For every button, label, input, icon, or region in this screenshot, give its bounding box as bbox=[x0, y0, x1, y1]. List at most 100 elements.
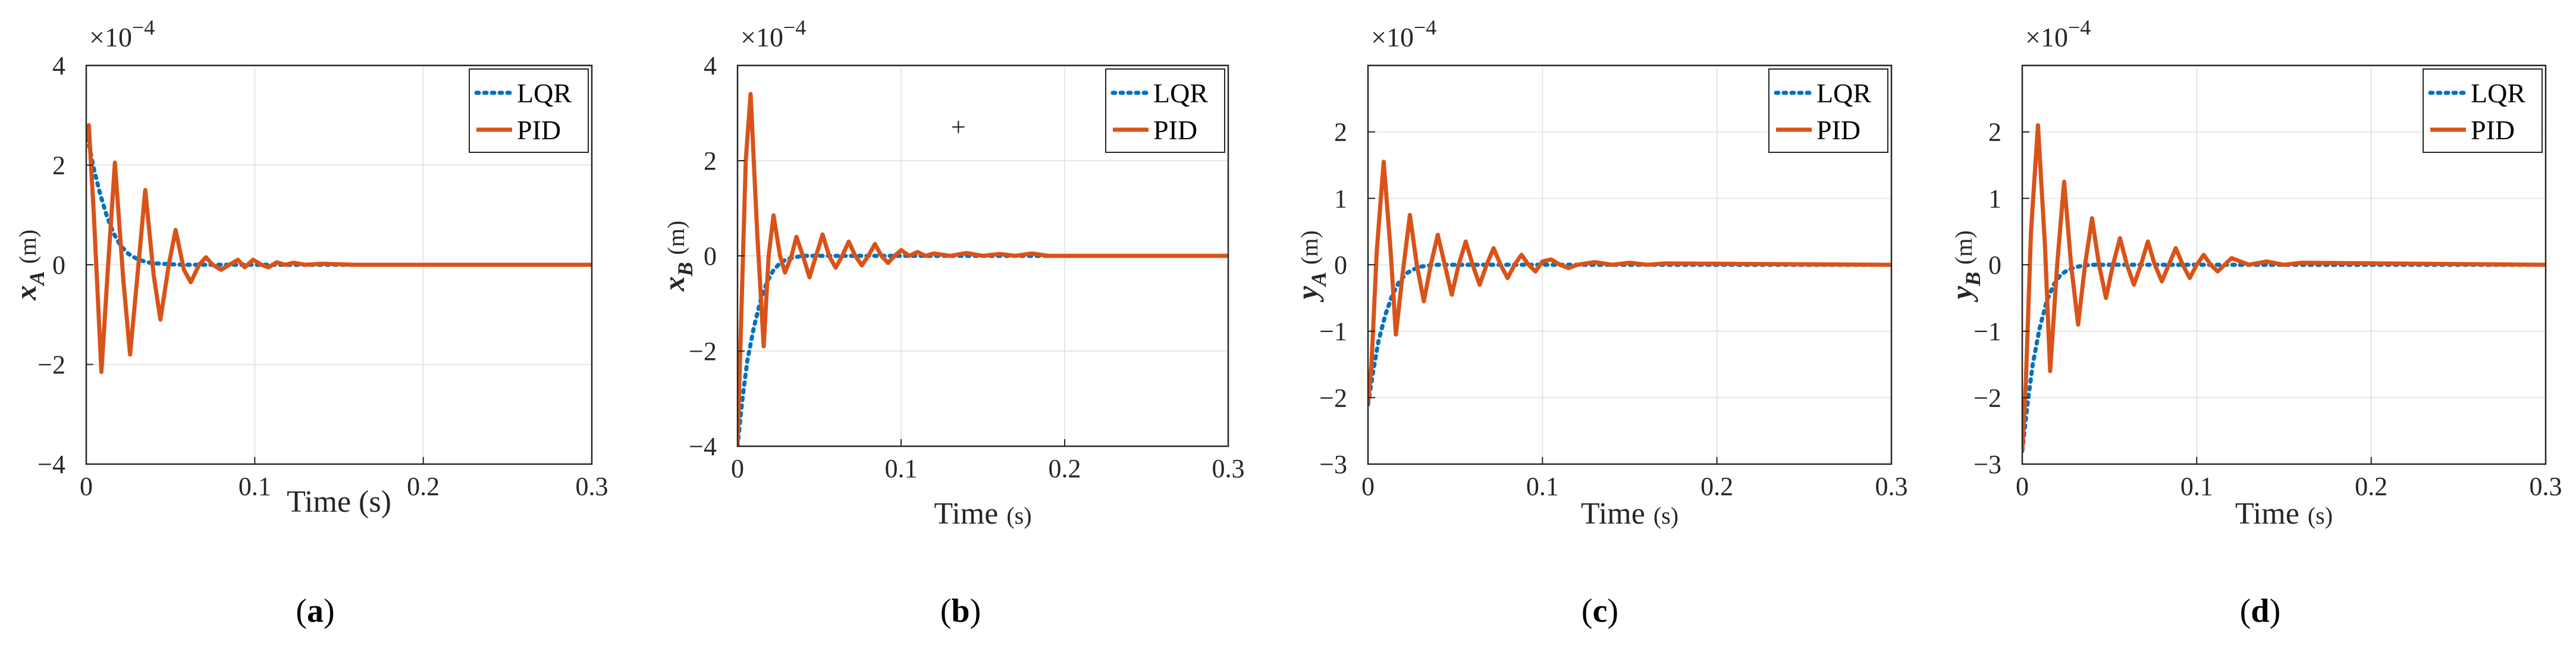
y-axis-label: yB (m) bbox=[1945, 230, 1985, 302]
x-axis-label-unit: (s) bbox=[1006, 502, 1031, 529]
x-axis-label: Time (s) bbox=[1581, 497, 1678, 531]
legend-label-lqr: LQR bbox=[1153, 78, 1208, 108]
y-axis-unit: (m) bbox=[14, 230, 41, 264]
y-axis-subscript: B bbox=[1961, 272, 1985, 287]
x-tick-label: 0.3 bbox=[1875, 472, 1908, 501]
y-axis-symbol: y bbox=[1945, 286, 1978, 302]
x-tick-label: 0.2 bbox=[407, 472, 440, 501]
y-axis-label: xA (m) bbox=[9, 230, 49, 301]
legend-label-pid: PID bbox=[1816, 115, 1860, 145]
series-line-lqr bbox=[2022, 262, 2546, 453]
caption-paren-open: ( bbox=[940, 593, 952, 630]
caption-paren-close: ) bbox=[970, 593, 981, 630]
y-tick-label: 0 bbox=[52, 251, 65, 280]
exponent-base: ×10 bbox=[741, 22, 783, 52]
y-tick-label: −2 bbox=[37, 350, 65, 380]
annotation-marker: + bbox=[951, 112, 966, 142]
chart-panel-d: 0 0.1 0.2 0.3 −3 −2 −1 0 1 2 ×10−4 Time (s) yB (m) LQR P… bbox=[1945, 15, 2562, 630]
series-line-pid bbox=[738, 92, 1228, 446]
y-axis-symbol: y bbox=[1291, 286, 1324, 302]
caption-letter: b bbox=[951, 593, 969, 630]
y-axis-unit: (m) bbox=[1296, 230, 1323, 265]
legend-label-pid: PID bbox=[517, 115, 561, 145]
panel-caption: (b) bbox=[940, 593, 981, 630]
x-axis-label: Time (s) bbox=[2235, 497, 2333, 531]
exponent-base: ×10 bbox=[2025, 22, 2068, 52]
y-tick-label: −3 bbox=[1973, 450, 2001, 479]
x-tick-label: 0.1 bbox=[2180, 472, 2213, 501]
exponent-power: −4 bbox=[1414, 15, 1436, 39]
y-tick-label: 1 bbox=[1334, 184, 1347, 213]
y-axis-symbol: x bbox=[9, 285, 42, 300]
x-axis-label-unit: (s) bbox=[2308, 502, 2333, 529]
y-axis-symbol: x bbox=[657, 276, 691, 292]
legend-label-lqr: LQR bbox=[517, 78, 572, 108]
x-tick-label: 0.3 bbox=[576, 472, 608, 501]
y-tick-label: −4 bbox=[37, 450, 65, 479]
x-tick-label: 0.3 bbox=[1212, 454, 1245, 483]
exponent-label: ×10−4 bbox=[741, 15, 806, 52]
y-tick-label: 2 bbox=[52, 151, 65, 180]
y-tick-label: 4 bbox=[52, 51, 65, 80]
panel-caption: (a) bbox=[296, 593, 334, 630]
exponent-power: −4 bbox=[2068, 15, 2091, 39]
x-tick-label: 0.3 bbox=[2530, 472, 2562, 501]
x-axis-label-text: Time (s) bbox=[287, 485, 391, 519]
legend-box bbox=[1768, 68, 1888, 153]
caption-letter: d bbox=[2251, 593, 2269, 630]
caption-paren-open: ( bbox=[296, 593, 307, 630]
exponent-base: ×10 bbox=[1371, 22, 1414, 52]
y-axis-subscript: A bbox=[1307, 272, 1331, 287]
panel-caption: (d) bbox=[2240, 593, 2280, 630]
series-line-pid bbox=[2022, 123, 2546, 451]
caption-paren-open: ( bbox=[1582, 593, 1593, 630]
x-tick-label: 0.1 bbox=[239, 472, 271, 501]
y-tick-label: 1 bbox=[1988, 184, 2001, 213]
y-tick-label: 0 bbox=[1988, 251, 2001, 280]
x-tick-label: 0 bbox=[2016, 472, 2029, 501]
legend-label-pid: PID bbox=[1153, 115, 1197, 145]
x-tick-label: 0.2 bbox=[1700, 472, 1733, 501]
x-tick-label: 0.1 bbox=[1526, 472, 1559, 501]
series-line-pid bbox=[1368, 159, 1891, 405]
y-axis-unit: (m) bbox=[663, 221, 689, 255]
x-tick-label: 0 bbox=[1361, 472, 1375, 501]
series-line-pid bbox=[86, 123, 592, 374]
exponent-base: ×10 bbox=[89, 22, 132, 52]
caption-paren-close: ) bbox=[1607, 593, 1618, 630]
x-axis-label-text: Time bbox=[1581, 497, 1645, 531]
caption-paren-close: ) bbox=[324, 593, 335, 630]
x-axis-label-unit: (s) bbox=[1653, 502, 1678, 529]
caption-letter: a bbox=[307, 593, 324, 630]
exponent-power: −4 bbox=[783, 15, 806, 39]
exponent-label: ×10−4 bbox=[89, 15, 155, 52]
legend-box bbox=[1105, 68, 1225, 153]
x-axis-label-text: Time bbox=[934, 497, 998, 531]
legend-label-lqr: LQR bbox=[1816, 78, 1871, 108]
y-axis-subscript: B bbox=[673, 262, 697, 277]
y-axis-unit: (m) bbox=[1950, 230, 1977, 265]
x-axis-label: Time (s) bbox=[287, 485, 391, 519]
series-line-lqr bbox=[1368, 262, 1891, 406]
x-axis-label-text: Time bbox=[2235, 497, 2299, 531]
y-tick-label: 2 bbox=[1988, 118, 2001, 147]
legend-box bbox=[469, 68, 589, 153]
caption-letter: c bbox=[1593, 593, 1608, 630]
y-tick-label: −2 bbox=[1973, 383, 2001, 412]
x-tick-label: 0.2 bbox=[1049, 454, 1081, 483]
x-tick-label: 0.1 bbox=[885, 454, 918, 483]
x-axis-label: Time (s) bbox=[934, 497, 1031, 531]
y-tick-label: −1 bbox=[1319, 317, 1347, 346]
chart-panel-c: 0 0.1 0.2 0.3 −3 −2 −1 0 1 2 ×10−4 Time (s) yA (m) LQR P… bbox=[1291, 15, 1908, 630]
x-tick-label: 0 bbox=[731, 454, 744, 483]
caption-paren-close: ) bbox=[2270, 593, 2281, 630]
legend-label-pid: PID bbox=[2471, 115, 2515, 145]
exponent-power: −4 bbox=[132, 15, 155, 39]
y-tick-label: 2 bbox=[1334, 118, 1347, 147]
legend-label-lqr: LQR bbox=[2471, 78, 2525, 108]
y-tick-label: 4 bbox=[704, 51, 717, 80]
exponent-label: ×10−4 bbox=[2025, 15, 2091, 52]
legend-box bbox=[2423, 68, 2543, 153]
